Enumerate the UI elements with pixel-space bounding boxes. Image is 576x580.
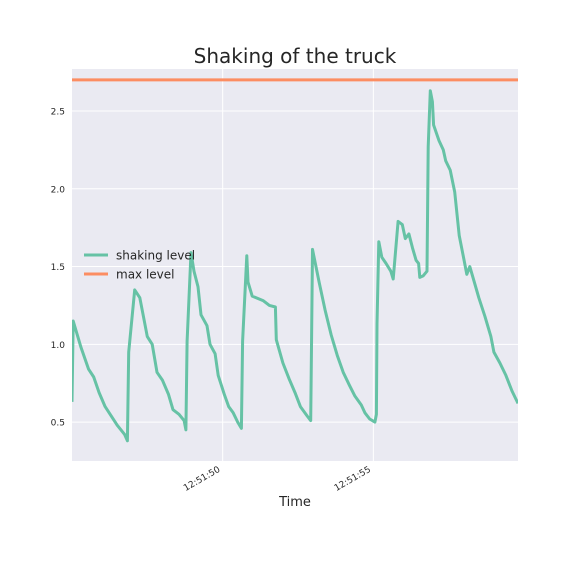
plot-background xyxy=(72,69,518,461)
legend-label-max: max level xyxy=(116,268,175,282)
grid-layer xyxy=(72,69,518,461)
y-tick-label: 2.5 xyxy=(51,108,65,118)
y-tick-label: 2.0 xyxy=(51,185,66,195)
legend: shaking level max level xyxy=(84,249,195,282)
shaking-level-line xyxy=(72,89,518,443)
series-layer xyxy=(72,78,518,443)
legend-label-shaking: shaking level xyxy=(116,249,195,263)
chart-title: Shaking of the truck xyxy=(194,44,397,68)
y-tick-label: 1.0 xyxy=(51,341,66,351)
x-axis-label: Time xyxy=(278,495,311,510)
y-tick-label: 0.5 xyxy=(51,419,65,429)
y-tick-label: 1.5 xyxy=(51,263,65,273)
